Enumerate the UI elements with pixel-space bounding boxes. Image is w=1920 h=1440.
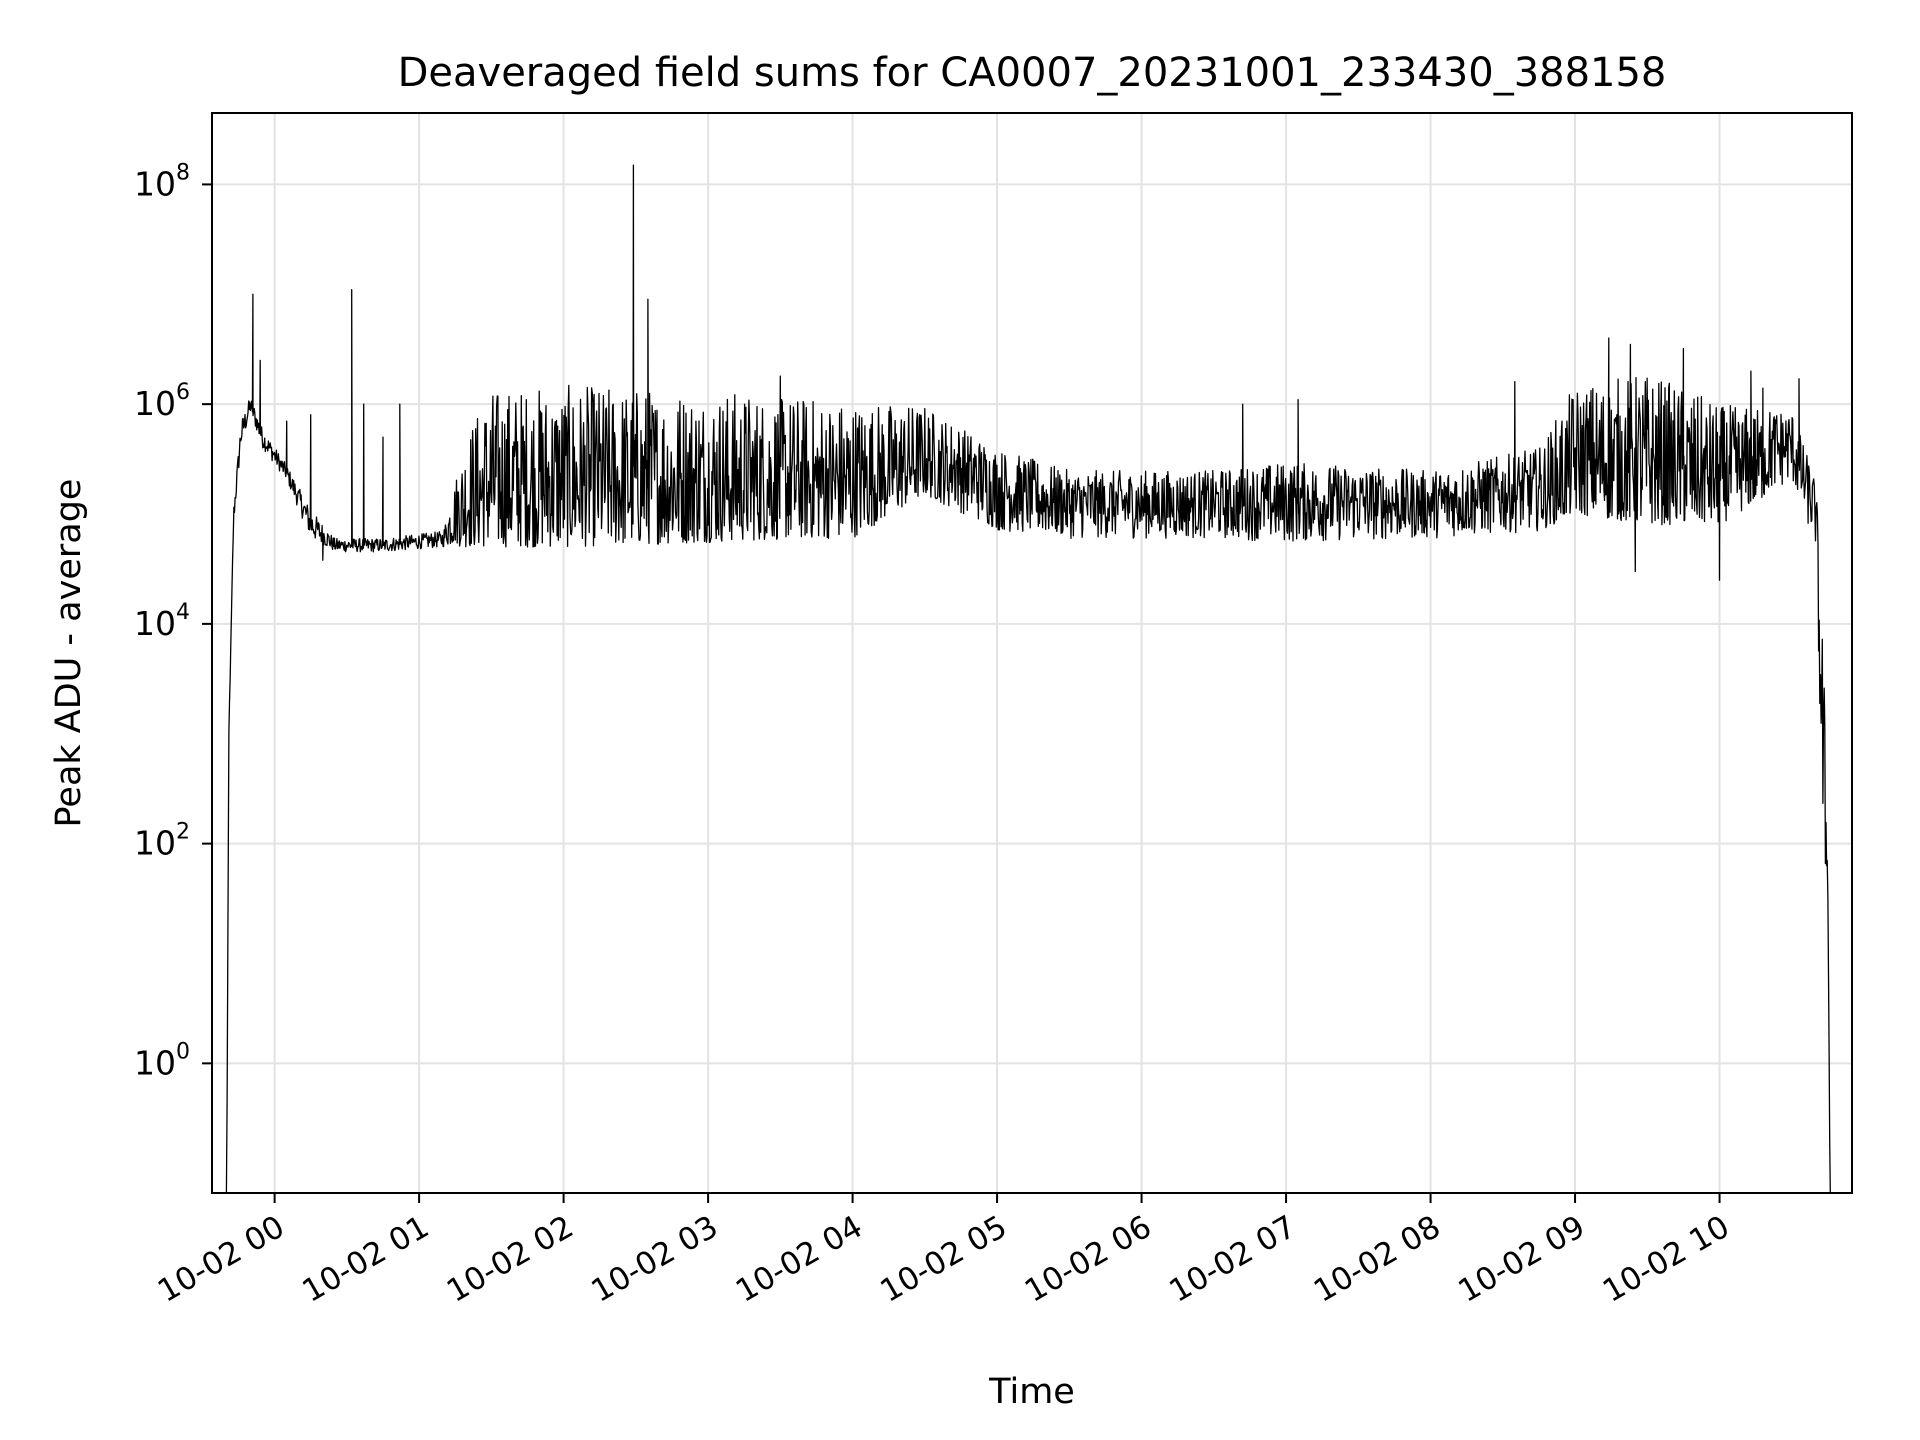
axes-frame <box>211 112 1853 1194</box>
chart-title: Deaveraged field sums for CA0007_2023100… <box>398 50 1667 96</box>
grid <box>212 113 1852 1193</box>
x-axis-label: Time <box>988 1372 1075 1412</box>
y-tick-label: 104 <box>134 600 190 643</box>
series-line <box>225 164 1831 1194</box>
plot-area <box>225 164 1831 1194</box>
y-axis-label: Peak ADU - average <box>49 479 89 828</box>
